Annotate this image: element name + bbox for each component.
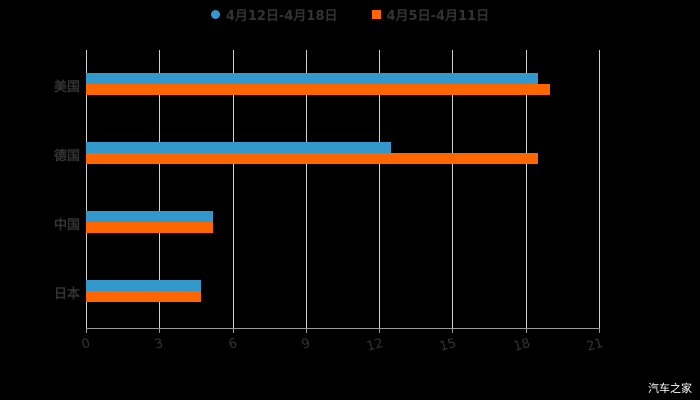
watermark: 汽车之家 bbox=[648, 382, 692, 395]
x-tick bbox=[232, 328, 234, 333]
legend-label: 4月12日-4月18日 bbox=[225, 8, 338, 24]
category-label: 美国 bbox=[53, 80, 80, 95]
bar[interactable] bbox=[86, 153, 538, 164]
gridline bbox=[525, 50, 527, 328]
category-label: 德国 bbox=[53, 149, 80, 164]
gridline bbox=[305, 50, 307, 328]
x-tick-label: 12 bbox=[365, 336, 386, 355]
x-tick bbox=[379, 328, 381, 333]
legend-item-series-1[interactable]: 4月12日-4月18日 bbox=[210, 4, 338, 24]
legend-marker-circle-icon bbox=[210, 9, 220, 19]
x-tick-label: 6 bbox=[226, 336, 239, 353]
x-tick-label: 21 bbox=[585, 336, 605, 355]
legend: 4月12日-4月18日 4月5日-4月11日 bbox=[0, 4, 700, 24]
bar[interactable] bbox=[86, 280, 201, 291]
x-tick bbox=[525, 328, 527, 333]
category-label: 中国 bbox=[53, 218, 80, 233]
gridline bbox=[232, 50, 234, 328]
legend-item-series-2[interactable]: 4月5日-4月11日 bbox=[371, 4, 490, 24]
gridline bbox=[599, 50, 600, 328]
bar[interactable] bbox=[86, 222, 214, 233]
bar[interactable] bbox=[86, 291, 201, 302]
x-tick-label: 15 bbox=[438, 336, 459, 355]
x-tick-label: 0 bbox=[80, 336, 92, 353]
x-tick bbox=[86, 328, 87, 333]
gridline bbox=[86, 50, 87, 328]
bar[interactable] bbox=[86, 211, 214, 222]
legend-marker-square-icon bbox=[371, 9, 381, 19]
x-tick bbox=[159, 328, 161, 333]
bar[interactable] bbox=[86, 142, 392, 153]
x-tick bbox=[305, 328, 307, 333]
bar[interactable] bbox=[86, 73, 538, 84]
gridline bbox=[379, 50, 381, 328]
x-tick-label: 3 bbox=[153, 336, 166, 353]
category-label: 日本 bbox=[53, 287, 80, 302]
gridline bbox=[452, 50, 454, 328]
bar[interactable] bbox=[86, 84, 551, 95]
x-tick-label: 9 bbox=[299, 336, 312, 353]
x-tick-label: 18 bbox=[511, 336, 532, 355]
x-tick bbox=[452, 328, 454, 333]
legend-label: 4月5日-4月11日 bbox=[386, 8, 490, 24]
x-axis bbox=[86, 328, 600, 329]
x-tick bbox=[599, 328, 600, 333]
gridline bbox=[159, 50, 161, 328]
